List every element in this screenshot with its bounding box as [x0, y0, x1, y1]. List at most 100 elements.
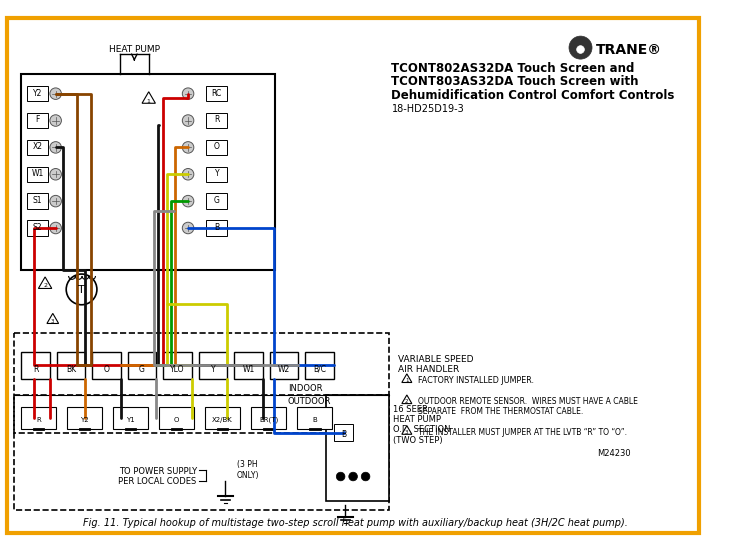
Circle shape [349, 472, 357, 481]
Circle shape [182, 169, 194, 180]
Text: W1: W1 [243, 365, 254, 374]
Bar [27, 166, 48, 182]
Text: T: T [78, 285, 85, 295]
Circle shape [66, 274, 97, 305]
Polygon shape [142, 92, 155, 103]
Text: TRANE®: TRANE® [596, 43, 662, 57]
Text: TO POWER SUPPLY
PER LOCAL CODES: TO POWER SUPPLY PER LOCAL CODES [118, 467, 197, 487]
Polygon shape [47, 314, 59, 323]
Text: THE INSTALLER MUST JUMPER AT THE LVTB “R” TO “O”.: THE INSTALLER MUST JUMPER AT THE LVTB “R… [418, 428, 628, 436]
Bar [163, 352, 192, 379]
Text: HEAT PUMP: HEAT PUMP [109, 45, 159, 54]
Text: B: B [341, 430, 346, 439]
Text: B: B [215, 223, 220, 232]
Bar [113, 407, 148, 429]
Text: B: B [312, 417, 317, 423]
Polygon shape [402, 395, 412, 403]
Circle shape [182, 196, 194, 207]
Text: S2: S2 [32, 223, 42, 232]
Bar [207, 86, 227, 101]
Bar [92, 352, 121, 379]
Circle shape [50, 142, 62, 153]
Bar [305, 352, 334, 379]
Bar [207, 113, 227, 128]
Text: G: G [214, 196, 220, 205]
Bar [251, 407, 286, 429]
Text: 1: 1 [405, 378, 409, 383]
Circle shape [182, 142, 194, 153]
Circle shape [50, 196, 62, 207]
Text: W2: W2 [278, 365, 290, 374]
Bar [15, 333, 389, 433]
Bar [207, 220, 227, 236]
Text: X2: X2 [32, 142, 43, 151]
Text: O: O [174, 417, 179, 423]
Circle shape [182, 115, 194, 126]
Text: Y2: Y2 [80, 417, 89, 423]
Text: F: F [35, 115, 40, 125]
Text: G: G [139, 365, 145, 374]
Circle shape [50, 222, 62, 234]
Text: BK: BK [66, 365, 76, 374]
Text: TCONT803AS32DA Touch Screen with: TCONT803AS32DA Touch Screen with [392, 75, 639, 89]
Bar [326, 395, 389, 500]
Bar [128, 352, 157, 379]
Text: R: R [214, 115, 220, 125]
Polygon shape [402, 374, 412, 382]
Text: OUTDOOR: OUTDOOR [288, 397, 331, 406]
Text: YLO: YLO [171, 365, 184, 374]
Text: OUTDOOR REMOTE SENSOR.  WIRES MUST HAVE A CABLE
SEPARATE  FROM THE THERMOSTAT CA: OUTDOOR REMOTE SENSOR. WIRES MUST HAVE A… [418, 397, 638, 416]
Bar [27, 220, 48, 236]
Bar [21, 407, 56, 429]
Bar [298, 407, 332, 429]
Text: TCONT802AS32DA Touch Screen and: TCONT802AS32DA Touch Screen and [392, 62, 635, 75]
Text: Y: Y [211, 365, 215, 374]
Bar [57, 352, 85, 379]
Text: 2: 2 [43, 283, 47, 288]
Text: R: R [33, 365, 38, 374]
Polygon shape [402, 426, 412, 434]
Text: X2/BK: X2/BK [212, 417, 233, 423]
Bar [198, 352, 227, 379]
Text: VARIABLE SPEED
AIR HANDLER: VARIABLE SPEED AIR HANDLER [398, 355, 473, 374]
Polygon shape [38, 277, 51, 289]
Circle shape [337, 472, 345, 481]
Text: Y1: Y1 [126, 417, 135, 423]
Bar [270, 352, 298, 379]
Text: 3: 3 [51, 318, 54, 323]
Text: FACTORY INSTALLED JUMPER.: FACTORY INSTALLED JUMPER. [418, 376, 534, 385]
Text: M24230: M24230 [598, 449, 631, 458]
Bar [207, 140, 227, 155]
Text: (3 PH
ONLY): (3 PH ONLY) [237, 460, 259, 479]
Circle shape [577, 46, 584, 53]
Bar [27, 140, 48, 155]
Circle shape [50, 115, 62, 126]
Circle shape [50, 169, 62, 180]
Text: W1: W1 [32, 169, 43, 178]
Circle shape [569, 36, 592, 59]
Circle shape [182, 88, 194, 99]
Bar [67, 407, 101, 429]
Text: S1: S1 [32, 196, 42, 205]
Text: Fig. 11. Typical hookup of multistage two-step scroll heat pump with auxiliary/b: Fig. 11. Typical hookup of multistage tw… [82, 517, 628, 527]
Bar [15, 395, 389, 510]
Text: BR(T): BR(T) [259, 417, 279, 423]
Text: Y2: Y2 [33, 89, 42, 98]
Text: O: O [104, 365, 110, 374]
Bar [205, 407, 240, 429]
Text: 1: 1 [147, 99, 151, 104]
Bar [27, 113, 48, 128]
Bar [27, 86, 48, 101]
Bar [21, 352, 50, 379]
Text: 16 SEER
HEAT PUMP
O.D. SECTION
(TWO STEP): 16 SEER HEAT PUMP O.D. SECTION (TWO STEP… [393, 404, 451, 445]
Text: R: R [36, 417, 40, 423]
Bar [207, 166, 227, 182]
Text: B/C: B/C [313, 365, 326, 374]
Bar [207, 193, 227, 209]
Bar [159, 407, 194, 429]
Bar [27, 193, 48, 209]
Text: 3: 3 [405, 430, 409, 435]
Text: Dehumidification Control Comfort Controls: Dehumidification Control Comfort Control… [392, 89, 675, 102]
Circle shape [182, 222, 194, 234]
Circle shape [362, 472, 370, 481]
